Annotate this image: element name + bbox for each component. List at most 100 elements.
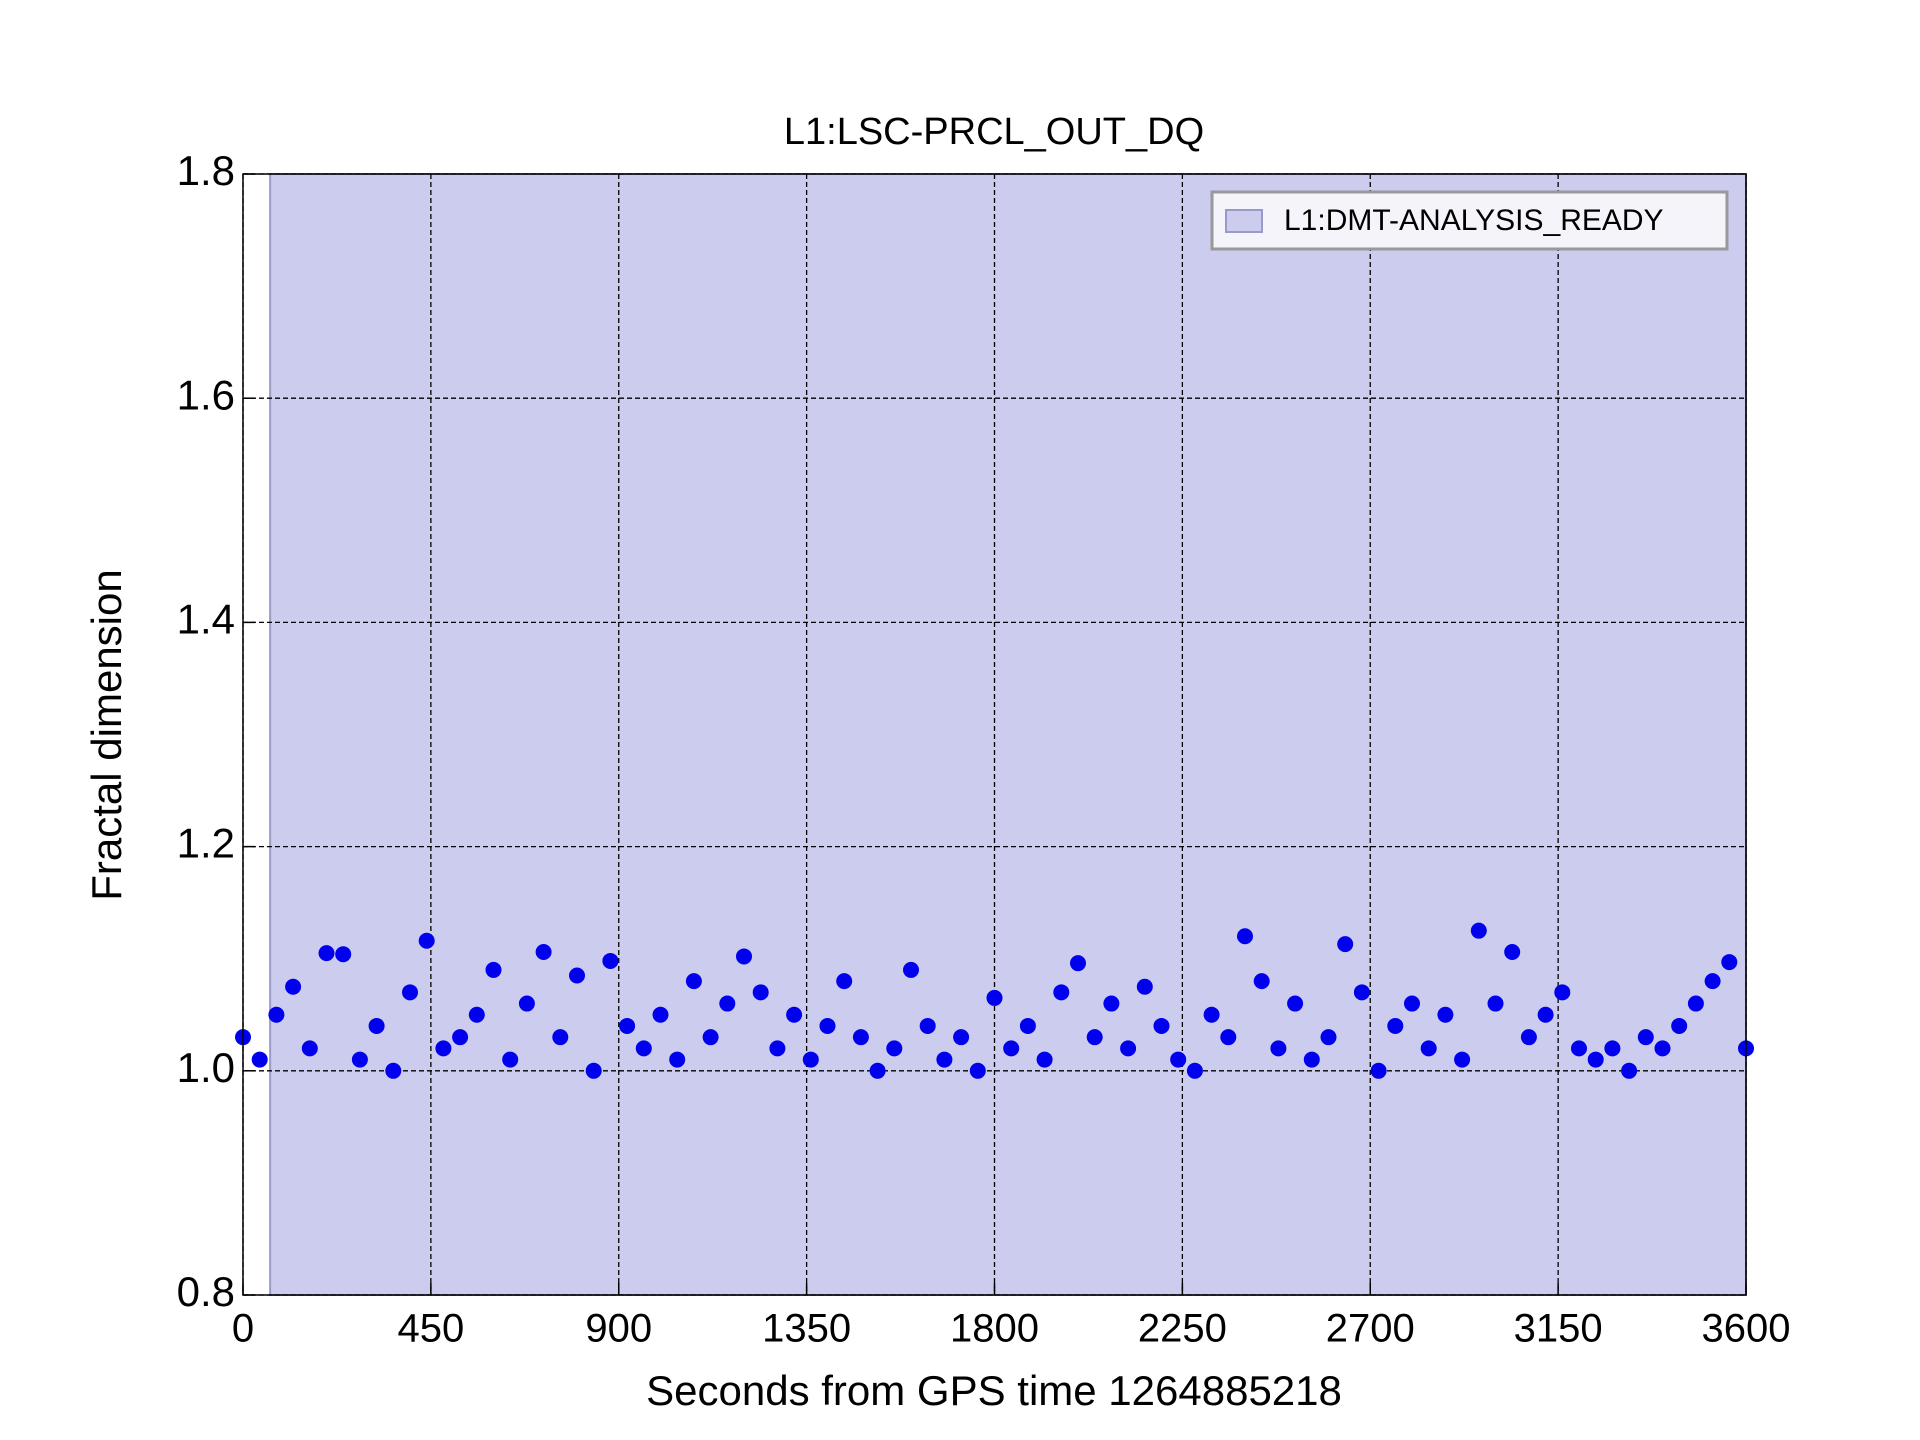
point [1337,936,1354,953]
point [652,1006,669,1023]
point [1621,1062,1638,1079]
point [1120,1040,1137,1057]
point [903,961,919,978]
point [936,1051,953,1068]
x-tick-label: 0 [232,1307,254,1351]
point [1036,1051,1053,1068]
point [1270,1040,1287,1057]
point [802,1051,819,1068]
x-tick-label: 900 [585,1307,652,1351]
y-tick-label: 1.2 [177,820,235,867]
point [1203,1006,1220,1023]
legend-swatch [1225,209,1263,233]
point [418,932,435,949]
point [702,1029,719,1046]
point [1454,1051,1471,1068]
point [335,946,352,963]
point [953,1029,970,1046]
point [1136,978,1153,995]
span [269,173,1748,1296]
point [468,1006,485,1023]
point [485,961,502,978]
point [502,1051,519,1068]
legend-box [1210,190,1729,251]
point [619,1017,636,1034]
x-tick-label: 3150 [1514,1307,1603,1351]
point [1554,984,1571,1001]
point [1353,984,1370,1001]
point [1303,1051,1320,1068]
point [1404,995,1420,1012]
point [1420,1040,1437,1057]
x-tick-label: 3600 [1702,1307,1791,1351]
point [1637,1029,1654,1046]
point [1470,922,1487,939]
point [1170,1051,1187,1068]
point [285,978,302,995]
point [1604,1040,1621,1057]
y-tick-label: 1.6 [177,371,235,418]
point [635,1040,652,1057]
point [301,1040,318,1057]
point [1220,1029,1237,1046]
point [1103,995,1120,1012]
point [1253,973,1270,990]
x-tick-label: 2700 [1326,1307,1415,1351]
point [669,1051,686,1068]
point [602,952,619,969]
point [452,1029,469,1046]
point [986,989,1003,1006]
point [886,1040,903,1057]
point [1287,995,1304,1012]
point [1571,1040,1587,1057]
x-axis-label: Seconds from GPS time 1264885218 [646,1367,1342,1414]
point [1704,973,1721,990]
point [919,1017,936,1034]
chart-title: L1:LSC-PRCL_OUT_DQ [784,111,1204,153]
point [819,1017,836,1034]
point [535,943,552,960]
point [1153,1017,1170,1034]
point [752,984,769,1001]
point [569,967,585,984]
y-tick-label: 1.8 [177,147,235,194]
x-tick-label: 450 [398,1307,465,1351]
point [1671,1017,1688,1034]
point [852,1029,869,1046]
y-tick-label: 1.0 [177,1044,235,1091]
point [1537,1006,1554,1023]
point [1019,1017,1036,1034]
point [1320,1029,1337,1046]
point [318,945,335,962]
point [435,1040,452,1057]
point [368,1017,385,1034]
point [1387,1017,1404,1034]
x-tick-label: 1800 [950,1307,1039,1351]
point [1003,1040,1020,1057]
point [786,1006,803,1023]
point [869,1062,886,1079]
point [251,1051,268,1068]
point [1070,955,1086,972]
point [1687,995,1704,1012]
y-tick-label: 0.8 [177,1268,235,1315]
point [736,948,752,965]
point [1237,928,1253,945]
point [685,973,702,990]
plot-frame [242,173,1747,1296]
point [1186,1062,1203,1079]
point [518,995,535,1012]
point [719,995,736,1012]
point [585,1062,602,1079]
point [1370,1062,1387,1079]
point [1086,1029,1103,1046]
point [1721,954,1738,971]
point [402,984,418,1001]
x-tick-label: 1350 [762,1307,851,1351]
point [1654,1040,1671,1057]
point [552,1029,569,1046]
point [836,973,853,990]
point [1520,1029,1537,1046]
